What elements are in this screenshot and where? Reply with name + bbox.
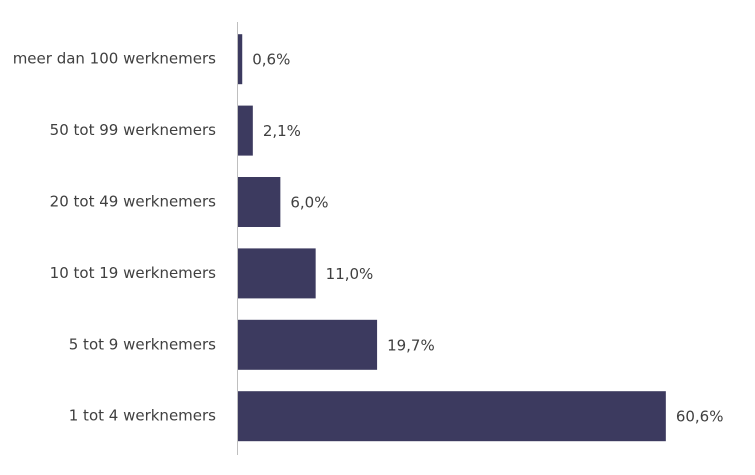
value-label: 60,6% bbox=[676, 408, 724, 426]
category-label: 50 tot 99 werknemers bbox=[50, 121, 217, 139]
category-label: 5 tot 9 werknemers bbox=[69, 335, 216, 353]
bar bbox=[238, 319, 378, 370]
category-label: 20 tot 49 werknemers bbox=[50, 193, 217, 211]
value-label: 19,7% bbox=[387, 336, 435, 354]
value-label: 2,1% bbox=[263, 122, 301, 140]
value-label: 11,0% bbox=[326, 265, 374, 283]
value-label: 6,0% bbox=[290, 194, 328, 212]
category-label: 10 tot 19 werknemers bbox=[50, 264, 217, 282]
category-label: meer dan 100 werknemers bbox=[13, 50, 216, 68]
bar bbox=[238, 391, 666, 442]
bar bbox=[238, 248, 316, 299]
bar bbox=[238, 34, 243, 85]
bar bbox=[238, 177, 281, 227]
bar bbox=[238, 105, 253, 156]
value-label: 0,6% bbox=[252, 51, 290, 69]
category-label: 1 tot 4 werknemers bbox=[69, 407, 216, 425]
